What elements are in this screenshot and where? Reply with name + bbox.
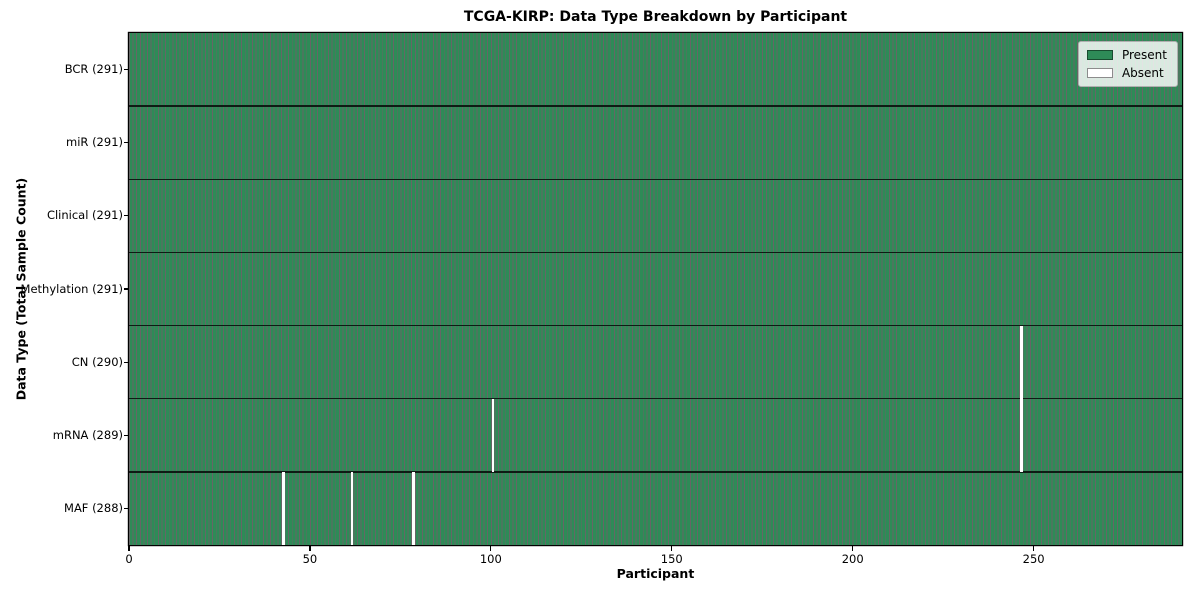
legend-entry-present: Present <box>1086 48 1167 62</box>
x-tick-mark <box>490 546 492 551</box>
y-tick-mark <box>124 142 129 144</box>
y-tick-mark <box>124 215 129 217</box>
legend-swatch-absent <box>1086 68 1113 78</box>
x-axis-label: Participant <box>616 566 695 581</box>
row-boundary-line <box>129 178 1182 180</box>
legend-swatch-present <box>1086 50 1113 60</box>
row-boundary-line <box>129 398 1182 400</box>
x-tick-mark <box>309 546 311 551</box>
y-tick-label: mRNA (289) <box>52 427 123 442</box>
x-tick-label: 150 <box>660 552 683 566</box>
chart-title: TCGA-KIRP: Data Type Breakdown by Partic… <box>463 9 848 25</box>
y-tick-mark <box>124 361 129 363</box>
absent-gap <box>491 398 495 472</box>
x-tick-mark <box>671 546 673 551</box>
y-tick-mark <box>124 507 129 510</box>
absent-gap <box>281 471 285 545</box>
x-tick-label: 0 <box>125 552 133 566</box>
y-tick-label: miR (291) <box>66 135 123 150</box>
absent-gap <box>1020 325 1023 399</box>
x-tick-label: 200 <box>841 552 864 566</box>
legend-label: Absent <box>1121 66 1164 80</box>
row-boundary-line <box>129 471 1182 473</box>
absent-gap <box>350 471 354 545</box>
x-tick-mark <box>852 546 854 551</box>
x-tick-mark <box>128 546 130 551</box>
legend-entry-absent: Absent <box>1086 66 1167 80</box>
y-tick-label: CN (290) <box>71 354 123 369</box>
y-tick-mark <box>124 68 129 71</box>
legend-label: Present <box>1121 48 1167 62</box>
row-boundary-line <box>129 105 1182 107</box>
row-boundary-line <box>129 251 1182 254</box>
row-boundary-line <box>129 324 1182 327</box>
y-tick-label: Clinical (291) <box>46 208 123 223</box>
y-tick-label: BCR (291) <box>64 62 123 77</box>
legend: Present Absent <box>1077 41 1178 87</box>
x-tick-label: 100 <box>479 552 502 566</box>
absent-gap <box>1020 398 1023 472</box>
y-tick-mark <box>124 288 129 290</box>
x-tick-label: 50 <box>302 552 318 566</box>
x-tick-mark <box>1033 546 1035 551</box>
absent-gap <box>412 471 415 545</box>
y-tick-label: MAF (288) <box>64 500 123 515</box>
plot-area: Present Absent <box>129 33 1182 545</box>
x-tick-label: 250 <box>1022 552 1045 566</box>
y-tick-mark <box>124 434 129 436</box>
y-tick-label: Methylation (291) <box>20 281 123 296</box>
